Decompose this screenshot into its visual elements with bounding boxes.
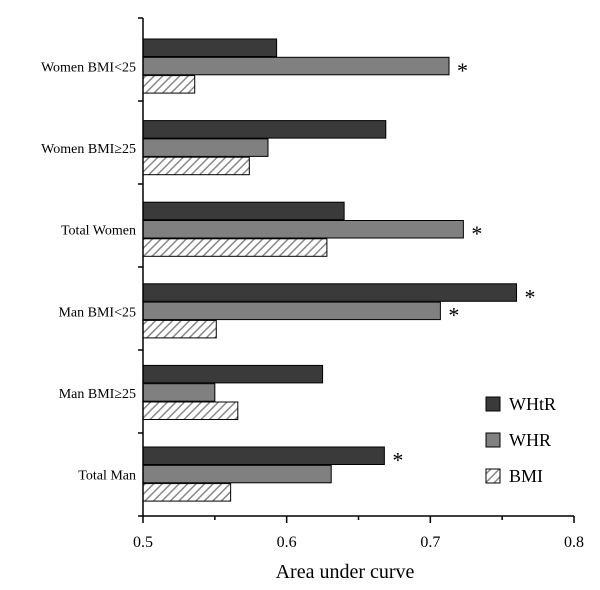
bar-whr-2: [142, 220, 464, 239]
legend-swatch-bmi: [485, 468, 501, 484]
x-axis-title: Area under curve: [276, 561, 415, 583]
axes: 0.5 0.6 0.7 0.8: [133, 17, 584, 551]
bar-whr-3: [142, 301, 441, 321]
x-tick-label: 0.8: [564, 534, 584, 551]
bar-whr-5: [142, 464, 332, 484]
category-label: Women BMI≥25: [41, 142, 136, 157]
legend-label-whr: WHR: [509, 430, 551, 450]
bar-bmi-3: [142, 319, 217, 339]
category-labels: Women BMI<25 Women BMI≥25 Total Women Man B…: [41, 60, 136, 483]
significance-marker: *: [471, 221, 482, 246]
legend-label-whtr: WHtR: [509, 394, 556, 414]
category-label: Total Women: [61, 224, 136, 239]
bar-bmi-4: [142, 401, 239, 420]
bar-whr-0: [142, 56, 450, 76]
bar-whtr-5: [142, 446, 385, 465]
significance-marker: *: [457, 58, 468, 83]
significance-marker: *: [448, 303, 459, 328]
bar-whr-4: [142, 383, 216, 402]
legend: WHtR WHR BMI: [485, 394, 556, 486]
category-label: Man BMI≥25: [59, 387, 136, 402]
bar-bmi-5: [142, 483, 232, 502]
bars-layer: * * * * *: [142, 38, 536, 502]
bar-whtr-2: [142, 201, 345, 221]
legend-swatch-whtr: [485, 396, 501, 412]
bar-whtr-3: [142, 283, 518, 302]
bar-whr-1: [142, 138, 269, 157]
bar-whtr-0: [142, 38, 278, 57]
bar-bmi-2: [142, 238, 328, 257]
bar-whtr-1: [142, 120, 387, 139]
significance-marker: *: [525, 284, 536, 309]
category-label: Total Man: [78, 468, 136, 483]
category-label: Man BMI<25: [58, 305, 136, 320]
bar-whtr-4: [142, 364, 324, 384]
category-label: Women BMI<25: [41, 60, 136, 75]
significance-marker: *: [392, 448, 403, 473]
x-tick-label: 0.7: [420, 534, 440, 551]
x-tick-label: 0.6: [277, 534, 297, 551]
x-tick-label: 0.5: [133, 534, 153, 551]
bar-bmi-1: [142, 156, 250, 176]
legend-label-bmi: BMI: [509, 466, 543, 486]
bar-bmi-0: [142, 75, 196, 94]
legend-swatch-whr: [485, 432, 501, 448]
